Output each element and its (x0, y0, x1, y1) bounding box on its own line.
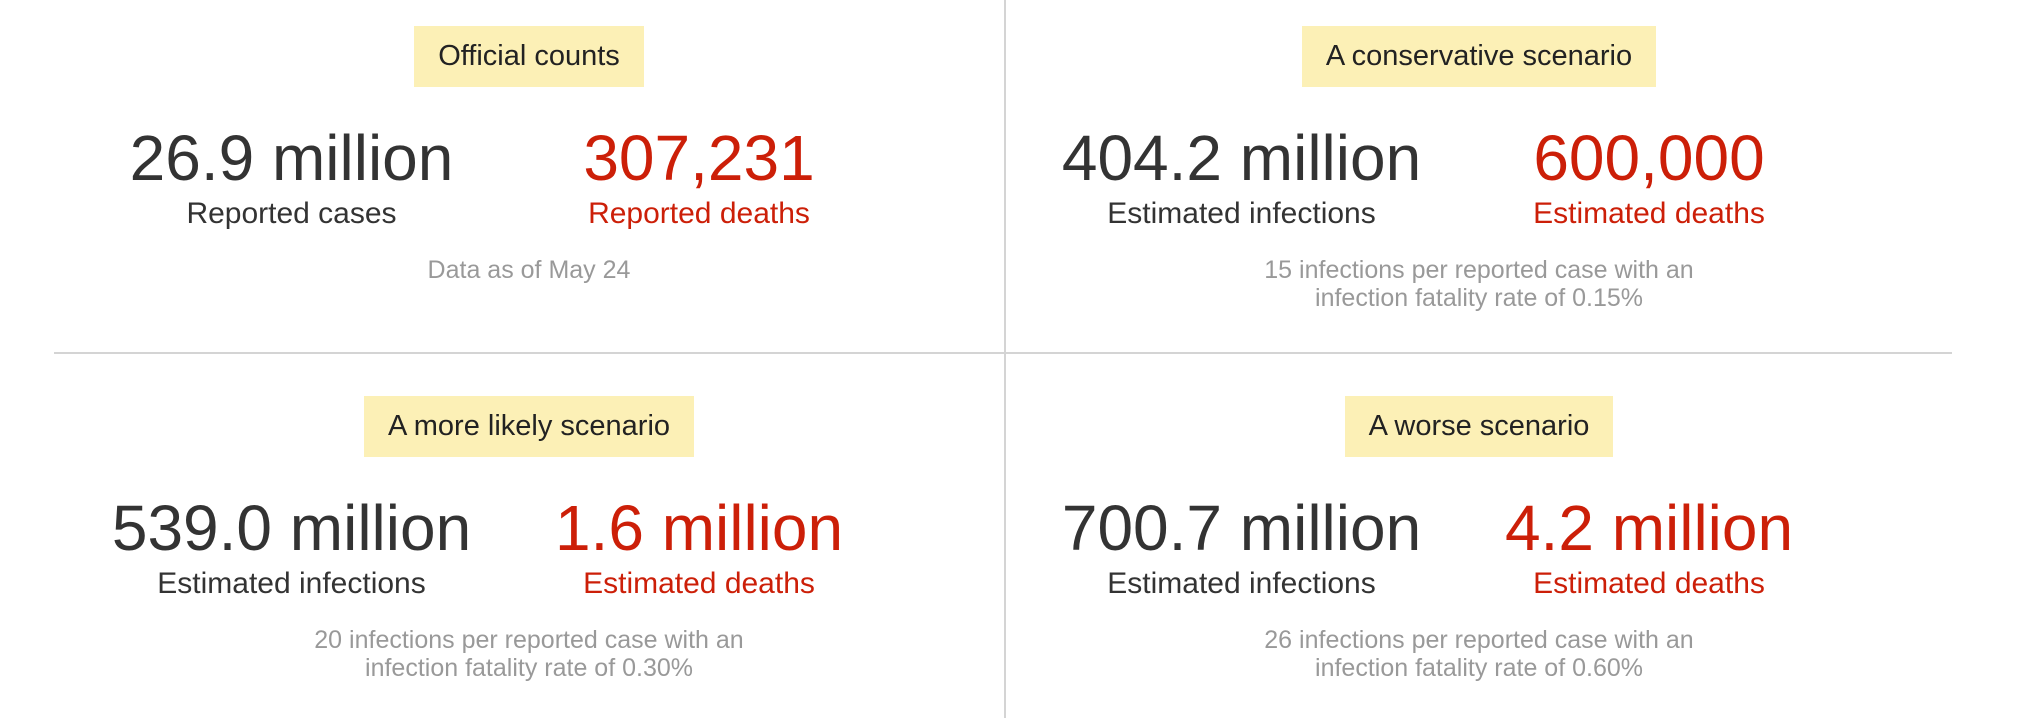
deaths-label: Estimated deaths (583, 567, 815, 600)
infections-stat: 404.2 million Estimated infections (1004, 120, 1479, 232)
panel-note: 26 infections per reported case with an … (1004, 626, 1954, 682)
infections-value: 700.7 million (1061, 492, 1422, 564)
panel-more-likely-scenario: A more likely scenario 539.0 million Est… (54, 370, 1004, 700)
deaths-label: Estimated deaths (1533, 197, 1765, 230)
cases-label: Reported cases (186, 197, 397, 230)
note-line-2: infection fatality rate of 0.30% (365, 654, 693, 682)
panel-note: 15 infections per reported case with an … (1004, 256, 1954, 312)
panel-title: A worse scenario (1344, 396, 1614, 457)
panel-conservative-scenario: A conservative scenario 404.2 million Es… (1004, 0, 1954, 330)
infections-label: Estimated infections (1107, 567, 1376, 600)
panel-note: Data as of May 24 (54, 256, 1004, 284)
deaths-stat: 600,000 Estimated deaths (1439, 120, 1859, 232)
panel-official-counts: Official counts 26.9 million Reported ca… (54, 0, 1004, 330)
panel-title: Official counts (414, 26, 644, 87)
infections-label: Estimated infections (1107, 197, 1376, 230)
cases-stat: 26.9 million Reported cases (54, 120, 529, 232)
deaths-value: 1.6 million (554, 492, 844, 564)
deaths-label: Estimated deaths (1533, 567, 1765, 600)
deaths-stat: 1.6 million Estimated deaths (489, 490, 909, 602)
deaths-stat: 307,231 Reported deaths (489, 120, 909, 232)
note-line-2: infection fatality rate of 0.60% (1315, 654, 1643, 682)
note-line-1: 20 infections per reported case with an (314, 626, 744, 654)
infections-stat: 539.0 million Estimated infections (54, 490, 529, 602)
infections-value: 404.2 million (1061, 122, 1422, 194)
panel-title: A more likely scenario (363, 396, 695, 457)
note-line-1: 26 infections per reported case with an (1264, 626, 1694, 654)
deaths-stat: 4.2 million Estimated deaths (1439, 490, 1859, 602)
note-line-1: Data as of May 24 (427, 256, 631, 284)
infections-stat: 700.7 million Estimated infections (1004, 490, 1479, 602)
deaths-value: 307,231 (583, 122, 815, 194)
note-line-1: 15 infections per reported case with an (1264, 256, 1694, 284)
vertical-divider (1004, 0, 1006, 718)
deaths-label: Reported deaths (588, 197, 810, 230)
infections-label: Estimated infections (157, 567, 426, 600)
note-line-2: infection fatality rate of 0.15% (1315, 284, 1643, 312)
cases-value: 26.9 million (129, 122, 454, 194)
deaths-value: 600,000 (1533, 122, 1765, 194)
panel-title: A conservative scenario (1301, 26, 1657, 87)
horizontal-divider (54, 352, 1952, 354)
infections-value: 539.0 million (111, 492, 472, 564)
panel-worse-scenario: A worse scenario 700.7 million Estimated… (1004, 370, 1954, 700)
deaths-value: 4.2 million (1504, 492, 1794, 564)
panel-note: 20 infections per reported case with an … (54, 626, 1004, 682)
